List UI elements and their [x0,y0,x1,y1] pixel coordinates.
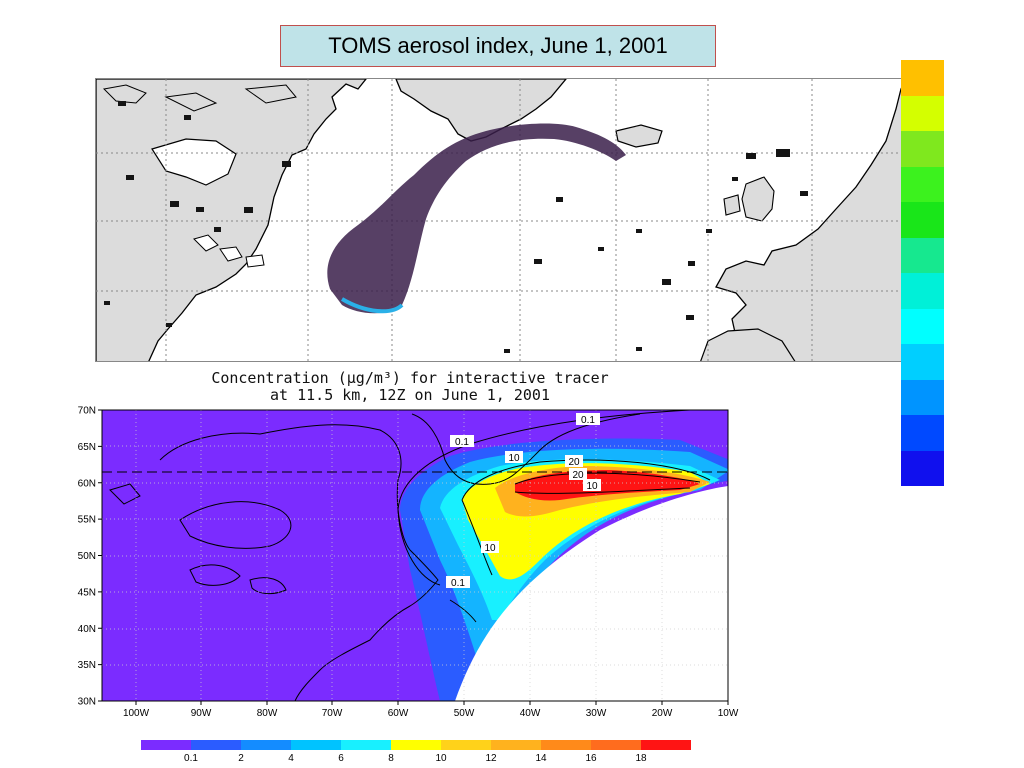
longitude-label: 50W [454,708,475,719]
toms-scale-swatch [901,415,944,451]
latitude-axis: 70N 65N 60N 55N 50N 45N 40N 35N 30N [78,406,102,708]
longitude-label: 90W [191,708,212,719]
longitude-label: 10W [718,708,739,719]
colorbar-segment [441,740,491,750]
longitude-axis: 100W 90W 80W 70W 60W 50W 40W 30W 20W 10W [123,701,739,719]
toms-scale-swatch [901,379,944,415]
concentration-missing-data [455,486,728,701]
toms-scattered-pixels [104,101,808,353]
latitude-label: 45N [78,587,96,598]
toms-scale-swatch [901,60,944,96]
contour-label-box [505,451,523,463]
toms-great-lakes [193,234,265,268]
contour-label-box [481,541,499,553]
longitude-label: 30W [586,708,607,719]
toms-title-text: TOMS aerosol index, June 1, 2001 [328,33,668,58]
latitude-label: 50N [78,551,96,562]
contour-label: 0.1 [455,437,469,448]
toms-title: TOMS aerosol index, June 1, 2001 [280,25,716,67]
contour-label: 10 [508,453,520,464]
concentration-colorbar [141,740,691,750]
toms-scale-swatch [901,273,944,309]
toms-scale-swatch [901,450,944,486]
colorbar-labels: 0.1 2 4 6 8 10 12 14 16 18 [141,753,701,767]
toms-aerosol-map [95,78,905,362]
colorbar-label: 0.1 [184,753,198,764]
contour-label: 20 [568,457,580,468]
colorbar-label: 14 [535,753,547,764]
toms-aerosol-plume [327,123,626,314]
colorbar-segment [491,740,541,750]
toms-scale-swatch [901,237,944,273]
contour-label-box [446,576,470,588]
colorbar-segment [241,740,291,750]
toms-map-graphic [96,79,904,361]
latitude-label: 60N [78,478,96,489]
contour-label: 20 [572,470,584,481]
toms-scale-swatch [901,166,944,202]
colorbar-segment [341,740,391,750]
colorbar-label: 18 [635,753,647,764]
concentration-map: 0.1 0.1 0.1 10 10 10 20 20 70N 65N 60N 55N 50N 45N 40… [0,400,760,725]
latitude-label: 40N [78,624,96,635]
colorbar-segment [291,740,341,750]
toms-scale-swatch [901,95,944,131]
toms-gridlines [96,79,904,361]
toms-scale-swatch [901,131,944,167]
toms-british-isles [723,176,775,222]
colorbar-label: 6 [338,753,344,764]
concentration-contours [397,410,711,586]
latitude-label: 70N [78,406,96,417]
colorbar-label: 4 [288,753,294,764]
contour-label: 0.1 [581,415,595,426]
toms-hudson-bay [151,138,237,186]
longitude-label: 40W [520,708,541,719]
colorbar-label: 10 [435,753,447,764]
concentration-title-line1: Concentration (μg/m³) for interactive tr… [211,369,609,387]
toms-scale-swatch [901,344,944,380]
latitude-label: 30N [78,697,96,708]
toms-color-scale [901,60,944,486]
colorbar-label: 16 [585,753,597,764]
toms-iceland [615,124,663,148]
colorbar-label: 12 [485,753,497,764]
colorbar-label: 8 [388,753,394,764]
contour-label: 0.1 [451,578,465,589]
contour-label-box [450,435,474,447]
toms-arctic-islands [102,84,297,112]
colorbar-segment [641,740,691,750]
contour-label: 10 [484,543,496,554]
concentration-gridlines [102,410,728,701]
colorbar-segment [391,740,441,750]
colorbar-segment [591,740,641,750]
longitude-label: 70W [322,708,343,719]
colorbar-segment [141,740,191,750]
contour-label-box [583,479,601,491]
latitude-label: 65N [78,442,96,453]
contour-label-box [565,455,583,467]
concentration-title: Concentration (μg/m³) for interactive tr… [150,370,670,404]
concentration-title-line2: at 11.5 km, 12Z on June 1, 2001 [270,386,550,404]
longitude-label: 100W [123,708,150,719]
toms-scale-swatch [901,202,944,238]
colorbar-segment [541,740,591,750]
colorbar-segment [191,740,241,750]
longitude-label: 80W [257,708,278,719]
latitude-label: 35N [78,660,96,671]
concentration-coastlines [109,413,641,701]
contour-label-box [576,413,600,425]
longitude-label: 20W [652,708,673,719]
latitude-label: 55N [78,515,96,526]
toms-scale-swatch [901,308,944,344]
longitude-label: 60W [388,708,409,719]
contour-label-box [569,468,587,480]
colorbar-label: 2 [238,753,244,764]
contour-label: 10 [586,481,598,492]
toms-plume-edge [340,297,404,314]
